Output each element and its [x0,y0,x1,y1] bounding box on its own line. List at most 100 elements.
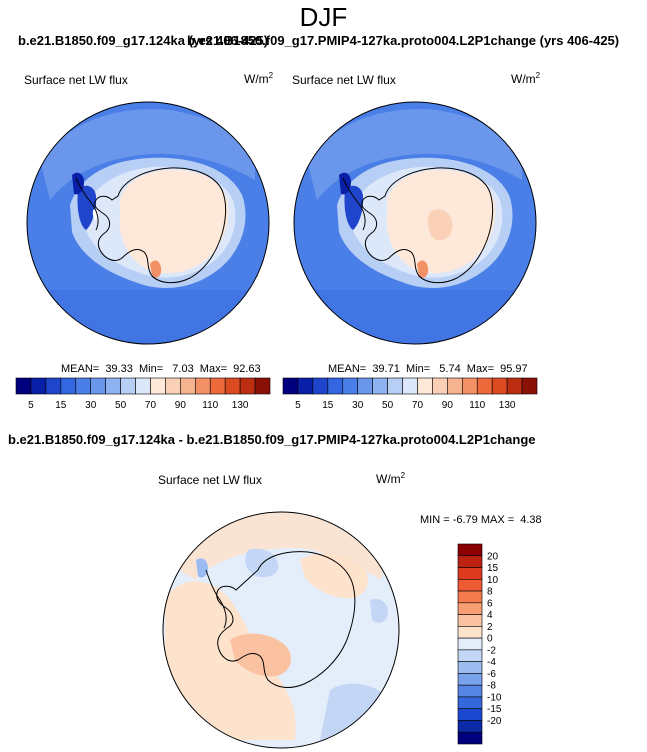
left-panel-title: b.e21.B1850.f09_g17.124ka (yrs 406-425) [18,33,269,48]
right-polar-map [293,101,537,345]
left-variable-label: Surface net LW flux [24,73,128,87]
right-colorbar-tick-label: 110 [469,400,485,411]
left-colorbar-tick-label: 70 [145,400,157,411]
difference-colorbar-swatch [457,543,483,557]
right-units-label: W/m2 [511,71,541,86]
right-colorbar-swatch [327,377,344,395]
right-colorbar-swatch [447,377,463,395]
right-stats: MEAN= 39.71 Min= 5.74 Max= 95.97 [328,363,528,375]
difference-colorbar-swatch [457,696,483,710]
right-panel-title: b.e21.B1850.f09_g17.PMIP4-127ka.proto004… [187,33,620,48]
right-variable-label: Surface net LW flux [292,73,396,87]
difference-title: b.e21.B1850.f09_g17.124ka - b.e21.B1850.… [8,432,536,447]
right-colorbar-swatch [461,377,478,395]
left-colorbar-swatch [60,377,77,395]
difference-colorbar-swatch [457,602,483,615]
difference-colorbar-swatch [457,567,483,580]
right-colorbar-swatch [312,377,329,395]
right-colorbar-swatch [417,377,433,395]
difference-colorbar-swatch [457,578,483,592]
difference-colorbar-tick-label: 0 [487,634,493,645]
right-colorbar: 5 15 30 50 70 90 110 130 [282,377,538,411]
difference-colorbar-swatch [457,708,483,721]
right-colorbar-tick-label: 50 [382,400,394,411]
left-colorbar-tick-label: 5 [28,400,34,411]
left-colorbar-swatch [105,377,121,395]
right-colorbar-swatch [432,377,448,395]
difference-colorbar-swatch [457,590,483,604]
difference-colorbar-tick-label: -2 [487,645,496,656]
right-colorbar-tick-label: 90 [442,400,454,411]
difference-colorbar-swatch [457,555,483,568]
left-colorbar-swatch [150,377,166,395]
left-colorbar-tick-label: 110 [202,400,218,411]
difference-polar-map [162,511,400,749]
difference-colorbar-swatch [457,626,483,639]
right-colorbar-tick-label: 5 [295,400,301,411]
left-colorbar-tick-label: 90 [175,400,187,411]
difference-colorbar-tick-label: -8 [487,681,496,692]
difference-colorbar-swatch [457,673,483,686]
difference-colorbar-tick-label: 10 [487,575,499,586]
left-polar-map [26,101,270,345]
right-colorbar-swatch [372,377,388,395]
season-title: DJF [299,2,348,32]
right-colorbar-swatch [357,377,373,395]
left-colorbar-tick-label: 30 [85,400,97,411]
difference-colorbar-swatch [457,649,483,662]
difference-colorbar-tick-label: 6 [487,598,493,609]
left-colorbar: 5 15 30 50 70 90 110 130 [15,377,271,411]
difference-colorbar-swatch [457,637,483,651]
difference-colorbar-swatch [457,731,483,745]
right-colorbar-swatch [342,377,359,395]
difference-colorbar-tick-label: -10 [487,692,502,703]
difference-variable-label: Surface net LW flux [158,473,262,487]
right-colorbar-swatch [491,377,508,395]
difference-colorbar-tick-label: 15 [487,563,499,574]
left-colorbar-swatch [165,377,181,395]
right-colorbar-swatch [282,377,299,395]
left-colorbar-swatch [75,377,92,395]
difference-colorbar-swatch [457,614,483,627]
right-colorbar-tick-label: 70 [412,400,424,411]
left-colorbar-swatch [254,377,271,395]
left-colorbar-swatch [30,377,47,395]
right-colorbar-swatch [402,377,418,395]
difference-colorbar-tick-label: 2 [487,622,493,633]
left-colorbar-swatch [135,377,151,395]
right-colorbar-swatch [476,377,493,395]
difference-stats: MIN = -6.79 MAX = 4.38 [420,514,542,526]
left-colorbar-swatch [224,377,241,395]
left-units-label: W/m2 [244,71,274,86]
left-colorbar-swatch [180,377,196,395]
right-colorbar-tick-label: 130 [499,400,516,411]
left-colorbar-swatch [209,377,226,395]
difference-colorbar-tick-label: 20 [487,551,499,562]
left-stats: MEAN= 39.33 Min= 7.03 Max= 92.63 [61,363,261,375]
left-colorbar-swatch [15,377,32,395]
left-colorbar-tick-label: 50 [115,400,127,411]
difference-colorbar-swatch [457,684,483,698]
left-colorbar-swatch [120,377,136,395]
difference-colorbar-tick-label: -20 [487,716,502,727]
left-colorbar-swatch [45,377,62,395]
left-colorbar-swatch [90,377,106,395]
right-colorbar-tick-label: 15 [322,400,334,411]
right-colorbar-swatch [521,377,538,395]
right-colorbar-swatch [387,377,403,395]
difference-colorbar-swatch [457,720,483,733]
difference-colorbar-tick-label: -15 [487,704,502,715]
left-colorbar-swatch [194,377,211,395]
difference-colorbar-swatch [457,661,483,674]
difference-colorbar-tick-label: 4 [487,610,493,621]
left-colorbar-tick-label: 15 [55,400,67,411]
right-colorbar-swatch [506,377,523,395]
difference-units-label: W/m2 [376,471,406,486]
right-colorbar-tick-label: 30 [352,400,364,411]
difference-colorbar-tick-label: 8 [487,587,493,598]
left-colorbar-swatch [239,377,256,395]
left-colorbar-tick-label: 130 [232,400,249,411]
difference-colorbar-tick-label: -6 [487,669,496,680]
